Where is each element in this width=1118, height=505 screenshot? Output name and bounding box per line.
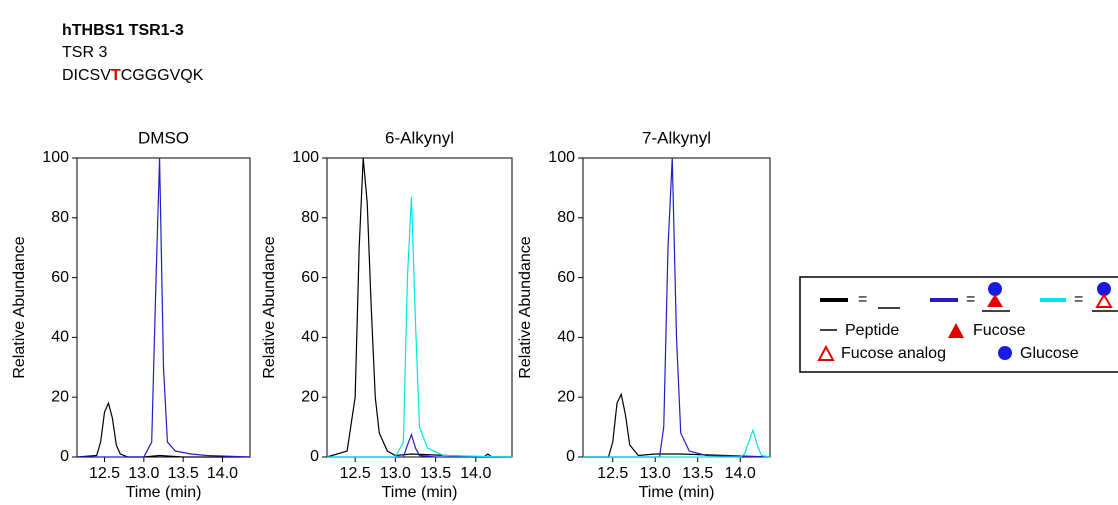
x-tick-label: 13.0 (128, 465, 159, 482)
chart: 7-Alkynyl 0 20 40 60 80 100 12.5 13.0 13.5 14.0 Tim… (517, 128, 771, 501)
x-tick-label: 12.5 (597, 465, 628, 482)
y-tick-label: 100 (292, 149, 319, 166)
chart: 6-Alkynyl 0 20 40 60 80 100 12.5 13.0 13.5 14.0Tim… (261, 128, 513, 501)
header-title: hTHBS1 TSR1-3 (62, 22, 184, 39)
legend-equals: = (966, 291, 975, 308)
y-tick-label: 100 (42, 149, 69, 166)
y-tick-label: 60 (557, 269, 575, 286)
x-tick-label: 14.0 (207, 465, 238, 482)
y-tick-label: 100 (548, 149, 575, 166)
x-tick-label: 13.5 (682, 465, 713, 482)
glucose-icon (988, 282, 1002, 296)
x-axis-label: Time (min) (382, 484, 458, 501)
y-tick-label: 80 (51, 209, 69, 226)
y-tick-label: 40 (557, 329, 575, 346)
fucose-icon (948, 323, 964, 338)
x-tick-label: 13.5 (168, 465, 199, 482)
y-tick-label: 80 (301, 209, 319, 226)
series-line (77, 157, 251, 458)
y-tick-label: 60 (301, 269, 319, 286)
fucose-icon (987, 294, 1003, 307)
chart-title: 7-Alkynyl (642, 128, 711, 147)
series-line (327, 196, 513, 458)
y-tick-label: 20 (557, 388, 575, 405)
series-line (326, 157, 512, 458)
y-tick-label: 40 (301, 329, 319, 346)
series-line (327, 432, 512, 458)
x-tick-label: 12.5 (89, 465, 120, 482)
x-tick-label: 13.0 (380, 465, 411, 482)
header-subtitle: TSR 3 (62, 44, 107, 61)
chart-title: DMSO (138, 128, 189, 147)
fucose-analog-icon (817, 344, 835, 361)
plot-frame (582, 157, 771, 458)
series-line (583, 428, 771, 458)
legend-label: Peptide (845, 322, 899, 339)
legend: = = = Peptide Fucose Fucose analog Gluco… (799, 276, 1118, 373)
plot-frame (76, 157, 251, 458)
series-line (583, 392, 771, 458)
y-tick-label: 40 (51, 329, 69, 346)
plot-frame (326, 157, 513, 458)
y-tick-label: 20 (301, 388, 319, 405)
y-tick-label: 20 (51, 388, 69, 405)
y-axis-label: Relative Abundance (261, 236, 278, 378)
series-line (583, 157, 771, 458)
x-tick-label: 14.0 (725, 465, 756, 482)
legend-equals: = (1074, 291, 1083, 308)
series-line (76, 401, 250, 458)
sequence-part: DICSV (62, 67, 111, 84)
y-axis-label: Relative Abundance (11, 236, 28, 378)
chart: DMSO 0 20 40 60 80 100 12.5 13.0 13.5 14.0 Time (mi… (11, 128, 251, 501)
sequence-part: CGGGVQK (121, 67, 204, 84)
x-tick-label: 12.5 (340, 465, 371, 482)
sequence-site: T (111, 67, 121, 84)
y-tick-label: 0 (566, 448, 575, 465)
legend-box (799, 276, 1118, 373)
y-tick-label: 80 (557, 209, 575, 226)
legend-label: Fucose analog (841, 345, 946, 362)
chart-title: 6-Alkynyl (385, 128, 454, 147)
x-tick-label: 13.5 (420, 465, 451, 482)
legend-label: Fucose (973, 322, 1026, 339)
x-tick-label: 14.0 (460, 465, 491, 482)
y-tick-label: 0 (60, 448, 69, 465)
y-tick-label: 0 (310, 448, 319, 465)
sequence: DICSVTCGGGVQK (62, 67, 204, 84)
y-tick-label: 60 (51, 269, 69, 286)
x-tick-label: 13.0 (640, 465, 671, 482)
glucose-icon (998, 346, 1012, 360)
x-axis-label: Time (min) (639, 484, 715, 501)
legend-label: Glucose (1020, 345, 1079, 362)
fucose-analog-icon (1095, 293, 1113, 308)
glucose-icon (1097, 282, 1111, 296)
legend-equals: = (858, 291, 867, 308)
y-axis-label: Relative Abundance (517, 236, 534, 378)
x-axis-label: Time (min) (126, 484, 202, 501)
